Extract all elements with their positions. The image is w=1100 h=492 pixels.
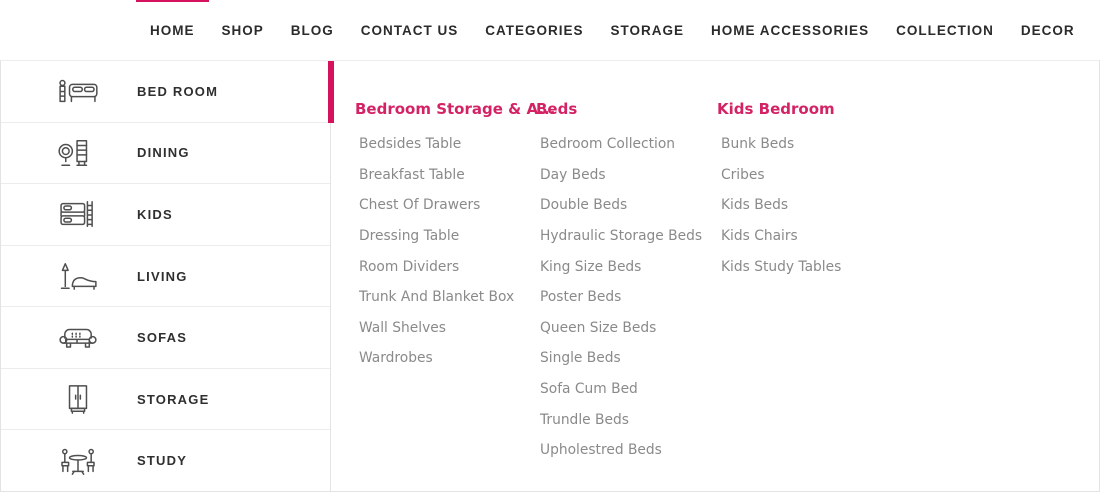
nav-item-home-accessories[interactable]: HOME ACCESSORIES — [711, 22, 870, 38]
menu-item-day-beds[interactable]: Day Beds — [540, 166, 606, 183]
menu-column-heading[interactable]: Kids Bedroom — [717, 100, 835, 118]
sidebar-item-label: DINING — [137, 145, 190, 161]
menu-item-kids-beds[interactable]: Kids Beds — [721, 197, 789, 214]
sidebar-item-label: LIVING — [137, 268, 188, 284]
list-item: Kids Chairs — [717, 221, 898, 252]
sidebar-item-label: STORAGE — [137, 391, 210, 407]
sidebar-item-dining[interactable]: DINING — [1, 122, 330, 185]
sidebar-item-bed-room[interactable]: BED ROOM — [1, 61, 334, 123]
menu-column-beds: Beds Bedroom Collection Day Beds Double Bed… — [536, 99, 717, 466]
menu-item-poster-beds[interactable]: Poster Beds — [540, 289, 622, 306]
sidebar-item-study[interactable]: STUDY — [1, 430, 330, 492]
active-category-indicator — [328, 61, 334, 123]
menu-item-kids-study-tables[interactable]: Kids Study Tables — [721, 258, 842, 275]
menu-item-kids-chairs[interactable]: Kids Chairs — [721, 228, 798, 245]
menu-item-bedsides-table[interactable]: Bedsides Table — [359, 136, 462, 153]
sidebar-item-storage[interactable]: STORAGE — [1, 368, 330, 431]
menu-item-list: Bedsides Table Breakfast Table Chest Of Dr… — [355, 129, 536, 374]
list-item: Cribes — [717, 160, 898, 191]
menu-item-dressing-table[interactable]: Dressing Table — [359, 228, 460, 245]
list-item: Sofa Cum Bed — [536, 374, 717, 405]
menu-item-room-dividers[interactable]: Room Dividers — [359, 258, 460, 275]
list-item: Wardrobes — [355, 343, 536, 374]
lamp-chaise-icon — [53, 259, 103, 293]
list-item: Queen Size Beds — [536, 313, 717, 344]
nav-item-categories[interactable]: CATEGORIES — [485, 22, 584, 38]
list-item: Day Beds — [536, 160, 717, 191]
list-item: Dressing Table — [355, 221, 536, 252]
menu-column-kids-bedroom: Kids Bedroom Bunk Beds Cribes Kids Beds Kids… — [717, 99, 898, 282]
sidebar-item-label: BED ROOM — [137, 83, 219, 99]
menu-item-list: Bedroom Collection Day Beds Double Beds Hyd… — [536, 129, 717, 466]
bunk-bed-icon — [53, 197, 103, 231]
list-item: Upholestred Beds — [536, 435, 717, 466]
nav-item-storage[interactable]: STORAGE — [610, 22, 685, 38]
list-item: Kids Study Tables — [717, 251, 898, 282]
list-item: Trunk And Blanket Box — [355, 282, 536, 313]
list-item: Wall Shelves — [355, 313, 536, 344]
sidebar-item-label: STUDY — [137, 453, 188, 469]
sofa-icon — [53, 321, 103, 355]
menu-item-wardrobes[interactable]: Wardrobes — [359, 350, 433, 367]
list-item: Trundle Beds — [536, 404, 717, 435]
list-item: King Size Beds — [536, 251, 717, 282]
mega-menu-columns: Bedroom Storage & A... Bedsides Table Brea… — [331, 61, 1099, 491]
menu-column-heading[interactable]: Beds — [536, 100, 578, 118]
nav-item-shop[interactable]: SHOP — [221, 22, 264, 38]
wardrobe-icon — [53, 382, 103, 416]
menu-item-queen-size-beds[interactable]: Queen Size Beds — [540, 319, 657, 336]
study-table-chairs-icon — [53, 444, 103, 478]
nav-item-contact-us[interactable]: CONTACT US — [360, 22, 459, 38]
menu-item-breakfast-table[interactable]: Breakfast Table — [359, 166, 465, 183]
nav-item-blog[interactable]: BLOG — [290, 22, 334, 38]
list-item: Chest Of Drawers — [355, 190, 536, 221]
dropdown-panel: BED ROOM DINING KIDS LIVING SOFAS STORAGE STUD… — [0, 60, 1100, 492]
list-item: Bedsides Table — [355, 129, 536, 160]
bed-icon — [53, 74, 103, 108]
list-item: Bedroom Collection — [536, 129, 717, 160]
nav-item-decor[interactable]: DECOR — [1020, 22, 1075, 38]
menu-item-list: Bunk Beds Cribes Kids Beds Kids Chairs Kids … — [717, 129, 898, 282]
menu-item-bunk-beds[interactable]: Bunk Beds — [721, 136, 795, 153]
list-item: Kids Beds — [717, 190, 898, 221]
list-item: Hydraulic Storage Beds — [536, 221, 717, 252]
nav-item-collection[interactable]: COLLECTION — [896, 22, 994, 38]
sidebar-item-kids[interactable]: KIDS — [1, 184, 330, 246]
menu-item-chest-of-drawers[interactable]: Chest Of Drawers — [359, 197, 481, 214]
list-item: Single Beds — [536, 343, 717, 374]
menu-column-heading[interactable]: Bedroom Storage & A... — [355, 100, 556, 118]
list-item: Room Dividers — [355, 251, 536, 282]
menu-item-single-beds[interactable]: Single Beds — [540, 350, 621, 367]
menu-item-sofa-cum-bed[interactable]: Sofa Cum Bed — [540, 381, 638, 398]
menu-column-bedroom-storage-a: Bedroom Storage & A... Bedsides Table Brea… — [355, 99, 556, 374]
list-item: Breakfast Table — [355, 160, 536, 191]
sidebar-item-living[interactable]: LIVING — [1, 245, 330, 308]
menu-item-bedroom-collection[interactable]: Bedroom Collection — [540, 136, 676, 153]
list-item: Double Beds — [536, 190, 717, 221]
menu-item-cribes[interactable]: Cribes — [721, 166, 765, 183]
sidebar-item-label: SOFAS — [137, 330, 188, 346]
dining-mirror-cabinet-icon — [53, 136, 103, 170]
nav-item-home[interactable]: HOME — [136, 0, 208, 38]
category-sidebar: BED ROOM DINING KIDS LIVING SOFAS STORAGE STUD… — [1, 61, 334, 492]
menu-item-upholestred-beds[interactable]: Upholestred Beds — [540, 442, 662, 459]
top-nav: HOME SHOP BLOG CONTACT US CATEGORIES STORAGE H… — [0, 0, 1100, 60]
sidebar-item-sofas[interactable]: SOFAS — [1, 307, 330, 369]
list-item: Poster Beds — [536, 282, 717, 313]
menu-item-trundle-beds[interactable]: Trundle Beds — [540, 411, 629, 428]
menu-item-king-size-beds[interactable]: King Size Beds — [540, 258, 642, 275]
list-item: Bunk Beds — [717, 129, 898, 160]
menu-item-trunk-and-blanket-box[interactable]: Trunk And Blanket Box — [359, 289, 515, 306]
sidebar-item-label: KIDS — [137, 206, 173, 222]
menu-item-double-beds[interactable]: Double Beds — [540, 197, 628, 214]
menu-item-hydraulic-storage-beds[interactable]: Hydraulic Storage Beds — [540, 228, 703, 245]
menu-item-wall-shelves[interactable]: Wall Shelves — [359, 319, 446, 336]
